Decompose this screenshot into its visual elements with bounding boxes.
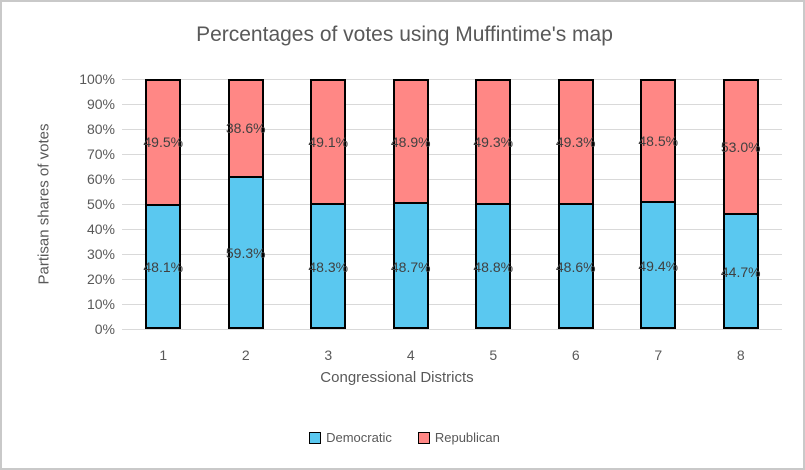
- legend-item-republican: Republican: [417, 430, 500, 445]
- bar-segment-republican: [642, 81, 675, 203]
- y-axis-tick-label: 30%: [86, 246, 115, 262]
- data-label-republican: 49.3%: [473, 133, 514, 150]
- gridline: [122, 78, 782, 80]
- y-axis-tick-label: 80%: [86, 121, 115, 137]
- y-axis-tick-label: 100%: [79, 71, 115, 87]
- y-axis-tick-label: 70%: [86, 146, 115, 162]
- legend-item-democratic: Democratic: [309, 430, 392, 445]
- bar-district-2: [227, 79, 264, 329]
- gridline: [122, 203, 782, 205]
- data-label-republican: 49.5%: [143, 134, 184, 151]
- y-axis-tick-label: 0%: [94, 321, 115, 337]
- data-label-democratic: 49.4%: [638, 257, 679, 274]
- data-label-republican: 38.6%: [225, 120, 266, 137]
- legend-label: Republican: [434, 430, 500, 445]
- bar-segment-republican: [724, 81, 757, 215]
- x-axis-tick-label: 6: [571, 347, 580, 363]
- data-label-democratic: 48.6%: [555, 258, 596, 275]
- legend-label: Democratic: [326, 430, 392, 445]
- bar-segment-republican: [394, 81, 427, 204]
- y-axis-tick-label: 60%: [86, 171, 115, 187]
- data-label-republican: 49.1%: [308, 134, 349, 150]
- bar-segment-republican: [229, 81, 262, 178]
- gridline: [122, 328, 782, 330]
- bar-district-4: [392, 79, 429, 329]
- gridline: [122, 103, 782, 105]
- bar-district-3: [310, 79, 347, 329]
- bar-district-1: [145, 79, 182, 329]
- y-axis-tick-label: 50%: [86, 196, 115, 212]
- bar-district-8: [722, 79, 759, 329]
- bar-segment-republican: [559, 81, 592, 205]
- gridline: [122, 278, 782, 280]
- x-axis-tick-label: 3: [324, 347, 333, 363]
- data-label-democratic: 48.3%: [308, 259, 349, 275]
- legend: Democratic Republican: [2, 430, 803, 445]
- data-label-democratic: 59.3%: [225, 245, 266, 262]
- y-axis-title: Partisan shares of votes: [35, 123, 53, 285]
- gridline: [122, 303, 782, 305]
- x-axis-tick-label: 1: [159, 347, 168, 363]
- y-axis-tick-label: 20%: [86, 271, 115, 287]
- gridline: [122, 178, 782, 180]
- x-axis-tick-label: 4: [406, 347, 415, 363]
- chart-title: Percentages of votes using Muffintime's …: [196, 23, 613, 46]
- data-label-republican: 49.3%: [555, 133, 596, 150]
- y-axis-tick-label: 10%: [86, 296, 115, 312]
- legend-swatch-icon: [417, 431, 430, 444]
- legend-swatch-icon: [309, 431, 322, 444]
- data-label-democratic: 48.8%: [473, 258, 514, 275]
- gridline: [122, 253, 782, 255]
- x-axis-title: Congressional Districts: [320, 369, 474, 386]
- bar-segment-republican: [477, 81, 510, 205]
- data-label-republican: 48.9%: [390, 133, 431, 150]
- bar-segment-republican: [312, 81, 345, 205]
- x-axis-tick-label: 8: [736, 347, 745, 363]
- data-label-democratic: 48.1%: [143, 259, 184, 276]
- y-axis-tick-label: 40%: [86, 221, 115, 237]
- x-axis-tick-label: 5: [489, 347, 498, 363]
- bar-district-5: [475, 79, 512, 329]
- gridline: [122, 153, 782, 155]
- bar-district-6: [557, 79, 594, 329]
- data-label-republican: 53.0%: [720, 138, 761, 155]
- x-axis-tick-label: 2: [241, 347, 250, 363]
- gridline: [122, 228, 782, 230]
- bar-segment-republican: [147, 81, 180, 206]
- data-label-democratic: 48.7%: [390, 258, 431, 275]
- data-label-republican: 48.5%: [638, 132, 679, 149]
- bar-district-7: [640, 79, 677, 329]
- gridline: [122, 128, 782, 130]
- y-axis-tick-label: 90%: [86, 96, 115, 112]
- data-label-democratic: 44.7%: [720, 263, 761, 280]
- x-axis-tick-label: 7: [654, 347, 663, 363]
- plot-area: 0% 10% 20% 30% 40% 50% 60% 70% 80% 90% 100% 49.5% 48…: [79, 71, 782, 386]
